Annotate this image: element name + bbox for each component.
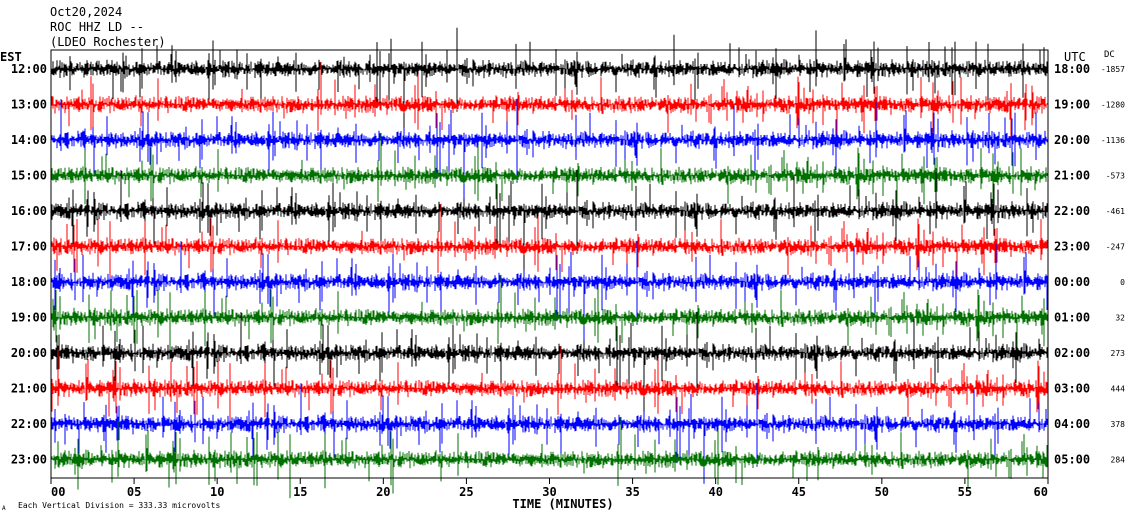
est-hour-label: 12:00 [11,62,47,76]
est-hour-label: 21:00 [11,382,47,396]
x-tick-label: 00 [51,485,65,499]
utc-hour-label: 22:00 [1054,204,1090,218]
dc-offset-label: -1857 [1101,65,1125,74]
dc-offset-labels: -1857 -1280 -1136 -573 -461 -247 0 32 273 444 378 2… [1101,65,1125,465]
x-tick-label: 30 [542,485,556,499]
est-hour-label: 20:00 [11,346,47,360]
est-hour-label: 16:00 [11,204,47,218]
header-location: (LDEO Rochester) [50,35,166,49]
trace-line [50,311,1049,413]
utc-hour-label: 05:00 [1054,453,1090,467]
dc-offset-label: -573 [1106,172,1125,181]
footer-scale-note: Each Vertical Division = 333.33 microvol… [18,501,220,510]
x-tick-label: 55 [958,485,972,499]
dc-offset-label: 32 [1115,314,1125,323]
utc-hour-label: 23:00 [1054,240,1090,254]
dc-axis-title: DC [1104,50,1115,60]
x-tick-label: 50 [875,485,889,499]
utc-hour-labels: 18:00 19:00 20:00 21:00 22:00 23:00 00:00 01:00… [1054,62,1090,467]
x-tick-label: 45 [792,485,806,499]
utc-hour-label: 19:00 [1054,98,1090,112]
est-hour-label: 17:00 [11,240,47,254]
x-tick-label: 20 [376,485,390,499]
est-hour-label: 14:00 [11,133,47,147]
x-axis-title: TIME (MINUTES) [512,497,613,511]
x-tick-label: 40 [708,485,722,499]
x-tick-label: 60 [1034,485,1048,499]
dc-offset-label: 284 [1111,456,1126,465]
dc-offset-label: 0 [1120,278,1125,287]
header-station: ROC HHZ LD -- [50,20,144,34]
dc-offset-label: -1136 [1101,136,1125,145]
utc-hour-label: 20:00 [1054,133,1090,147]
x-tick-label: 15 [293,485,307,499]
utc-hour-label: 18:00 [1054,62,1090,76]
utc-hour-label: 21:00 [1054,169,1090,183]
left-axis-title: EST [0,50,22,64]
est-hour-labels: 12:00 13:00 14:00 15:00 16:00 17:00 18:00 19:00… [11,62,47,467]
trace-line [50,382,1049,484]
trace-line [50,27,1049,129]
est-hour-label: 18:00 [11,275,47,289]
header: Oct20,2024 ROC HHZ LD -- (LDEO Rochester… [50,5,166,49]
est-hour-label: 22:00 [11,417,47,431]
footer-mark: A [2,505,6,512]
utc-hour-label: 02:00 [1054,346,1090,360]
trace-line [50,240,1049,342]
dc-offset-label: 378 [1111,420,1126,429]
dc-offset-label: -247 [1106,243,1125,252]
est-hour-label: 19:00 [11,311,47,325]
utc-hour-label: 04:00 [1054,417,1090,431]
header-date: Oct20,2024 [50,5,122,19]
est-hour-label: 15:00 [11,169,47,183]
utc-hour-label: 00:00 [1054,275,1090,289]
x-axis-ticks: 00 05 10 15 20 25 30 35 40 45 50 55 60 [50,478,1049,499]
x-tick-label: 35 [625,485,639,499]
dc-offset-label: 444 [1111,385,1126,394]
dc-offset-label: -1280 [1101,101,1125,110]
x-tick-label: 25 [459,485,473,499]
dc-offset-label: 273 [1111,349,1126,358]
utc-hour-label: 03:00 [1054,382,1090,396]
est-hour-label: 23:00 [11,453,47,467]
x-tick-label: 05 [127,485,141,499]
est-hour-label: 13:00 [11,98,47,112]
plot-frame [50,49,1049,479]
x-tick-label: 10 [210,485,224,499]
dc-offset-label: -461 [1106,207,1125,216]
trace-line [50,61,1049,142]
trace-group [50,27,1049,499]
utc-hour-label: 01:00 [1054,311,1090,325]
right-axis-title: UTC [1064,50,1086,64]
